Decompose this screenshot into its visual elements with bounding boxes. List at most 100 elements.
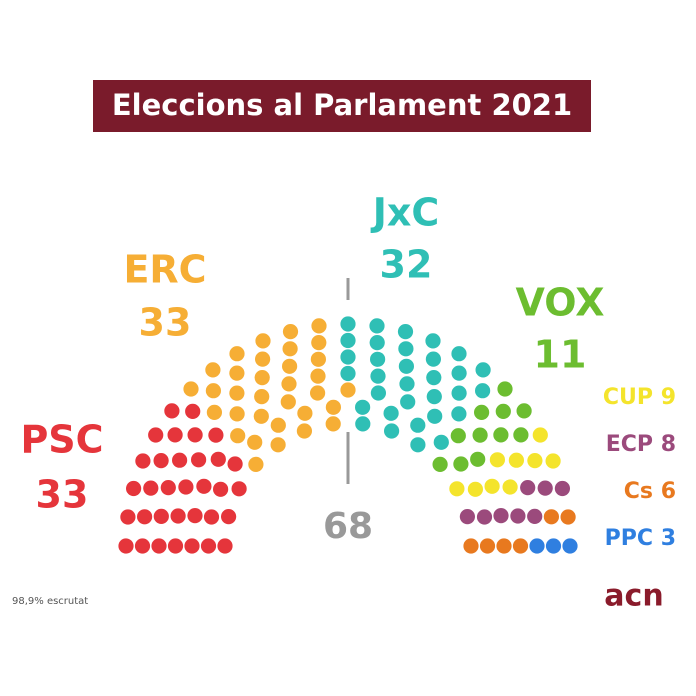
seat [200, 538, 217, 554]
seat [325, 399, 341, 415]
seat [253, 408, 269, 424]
seat [425, 351, 441, 367]
seat [543, 509, 560, 525]
seat [206, 404, 222, 420]
seat [398, 341, 414, 357]
seat [508, 452, 524, 468]
seat [475, 362, 491, 378]
seat [400, 394, 416, 410]
seat [282, 324, 299, 340]
seat [196, 478, 212, 494]
seat [167, 538, 184, 554]
seat [221, 508, 237, 525]
party-name: PSC [20, 418, 103, 462]
seat [475, 383, 491, 399]
seat [516, 403, 532, 419]
seat [479, 538, 496, 554]
seat [170, 508, 186, 524]
seat [310, 368, 326, 384]
seat [191, 452, 207, 468]
seat [484, 478, 500, 494]
party-seats: 3 [661, 526, 676, 551]
seat [164, 403, 180, 419]
seat [493, 507, 509, 524]
seat [248, 456, 264, 472]
seat [370, 351, 386, 367]
seat [451, 365, 467, 381]
seat [432, 456, 448, 472]
party-name: ERC [123, 248, 206, 292]
seat [255, 351, 271, 367]
seat [532, 427, 548, 443]
seat [426, 389, 442, 405]
seat [143, 480, 159, 496]
seat [296, 423, 312, 439]
seat [512, 538, 529, 554]
seat [467, 481, 483, 497]
seat [134, 538, 151, 554]
seat [280, 394, 296, 410]
seat [310, 351, 326, 367]
seat [496, 538, 512, 554]
seat [270, 437, 286, 453]
seat [560, 509, 576, 525]
seat [281, 376, 297, 392]
seat [297, 405, 313, 421]
logo: acn [604, 579, 663, 614]
seat [118, 538, 134, 554]
seat [282, 358, 298, 374]
party-seats: 33 [36, 473, 89, 517]
seat [340, 316, 356, 332]
seat [213, 481, 229, 497]
seat [183, 381, 199, 397]
seat [495, 403, 511, 419]
party-label: Cs 6 [624, 479, 676, 504]
majority-label: 68 [323, 506, 373, 547]
seat [493, 427, 509, 443]
seat [520, 480, 536, 496]
seat [325, 416, 341, 432]
seat [355, 416, 371, 432]
seat [340, 382, 356, 398]
seat [205, 362, 221, 378]
seat [254, 370, 270, 386]
seat [208, 427, 224, 443]
seat [247, 434, 263, 450]
seat [489, 452, 505, 468]
seat [311, 318, 327, 334]
seat [529, 538, 545, 554]
seat [282, 341, 298, 357]
seat [370, 385, 386, 401]
seat [459, 508, 475, 525]
seat [340, 349, 356, 365]
seat [497, 381, 513, 397]
seat [398, 358, 414, 374]
seat [187, 427, 203, 443]
seat [470, 451, 486, 467]
seat [449, 481, 465, 497]
seat [450, 428, 466, 444]
seat [527, 453, 543, 469]
seat [472, 427, 488, 443]
seat [545, 453, 561, 469]
seat [513, 427, 529, 443]
party-seats: 11 [534, 333, 587, 377]
seat [185, 403, 201, 419]
seat [167, 427, 183, 443]
seat [433, 434, 449, 450]
seat [184, 538, 200, 554]
seat [126, 480, 142, 497]
seat [210, 451, 226, 467]
party-name: Cs [624, 479, 653, 504]
seat [554, 480, 571, 497]
seat [527, 508, 543, 524]
seat [369, 318, 385, 334]
seat [311, 335, 327, 351]
seat [453, 456, 469, 472]
seat [229, 406, 245, 422]
seat [153, 453, 169, 469]
seat [397, 324, 414, 340]
seat [427, 408, 443, 424]
seat [135, 453, 151, 469]
